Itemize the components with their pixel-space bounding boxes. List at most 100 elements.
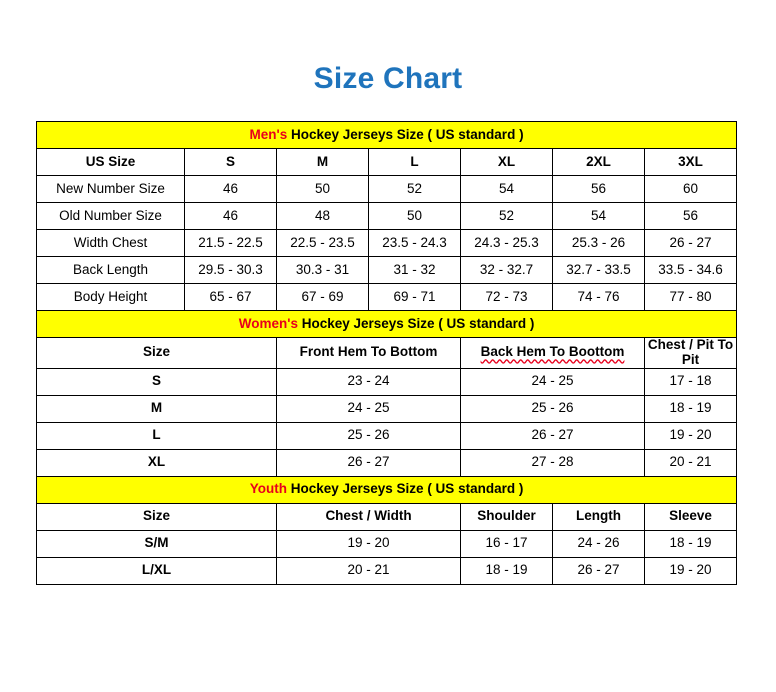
measurement-cell: 18 - 19 <box>460 556 553 585</box>
section-band-row: Men's Hockey Jerseys Size ( US standard … <box>35 121 738 149</box>
section-band-accent: Women's <box>238 315 298 331</box>
table-row: Old Number Size 46 48 50 52 54 56 <box>36 202 738 230</box>
measurement-cell: 52 <box>460 202 553 230</box>
measurement-cell: 17 - 18 <box>643 367 738 396</box>
column-header-cell: Shoulder <box>460 502 553 531</box>
row-label-cell: Old Number Size <box>36 202 185 230</box>
measurement-cell: 33.5 - 34.6 <box>643 256 738 284</box>
column-header-cell: 2XL <box>552 148 645 176</box>
table-row: M 24 - 25 25 - 26 18 - 19 <box>36 394 738 423</box>
measurement-cell: 50 <box>368 202 461 230</box>
measurement-cell: 25 - 26 <box>276 421 461 450</box>
measurement-cell: 23 - 24 <box>276 367 461 396</box>
measurement-cell: 25 - 26 <box>460 394 645 423</box>
column-header-row: US Size S M L XL 2XL 3XL <box>36 148 738 176</box>
measurement-cell: 23.5 - 24.3 <box>368 229 461 257</box>
table-row: S 23 - 24 24 - 25 17 - 18 <box>36 367 738 396</box>
measurement-cell: 46 <box>184 202 277 230</box>
table-row: Back Length 29.5 - 30.3 30.3 - 31 31 - 32 32… <box>36 256 738 284</box>
row-label-cell: Width Chest <box>36 229 185 257</box>
measurement-cell: 54 <box>460 175 553 203</box>
section-band-row: Women's Hockey Jerseys Size ( US standar… <box>35 310 738 338</box>
size-chart-container: Men's Hockey Jerseys Size ( US standard … <box>35 121 738 585</box>
page-title: Size Chart <box>313 62 463 95</box>
row-label-cell: S/M <box>36 529 277 558</box>
section-band-accent: Men's <box>249 126 288 142</box>
row-label-cell: M <box>36 394 277 423</box>
measurement-cell: 24 - 25 <box>460 367 645 396</box>
table-row: L 25 - 26 26 - 27 19 - 20 <box>36 421 738 450</box>
measurement-cell: 69 - 71 <box>368 283 461 311</box>
measurement-cell: 65 - 67 <box>184 283 277 311</box>
measurement-cell: 46 <box>184 175 277 203</box>
column-header-cell: XL <box>460 148 553 176</box>
measurement-cell: 20 - 21 <box>643 448 738 477</box>
size-chart-table: Men's Hockey Jerseys Size ( US standard … <box>35 121 738 585</box>
measurement-cell: 60 <box>643 175 738 203</box>
measurement-cell: 24.3 - 25.3 <box>460 229 553 257</box>
column-header-cell: Front Hem To Bottom <box>276 337 461 369</box>
table-row: Width Chest 21.5 - 22.5 22.5 - 23.5 23.5 - … <box>36 229 738 257</box>
measurement-cell: 56 <box>643 202 738 230</box>
table-row: Body Height 65 - 67 67 - 69 69 - 71 72 - 73 7… <box>36 283 738 311</box>
row-label-cell: Back Length <box>36 256 185 284</box>
measurement-cell: 54 <box>552 202 645 230</box>
section-band-title: Men's Hockey Jerseys Size ( US standard … <box>35 121 738 149</box>
measurement-cell: 21.5 - 22.5 <box>184 229 277 257</box>
column-header-cell: Size <box>36 337 277 369</box>
measurement-cell: 26 - 27 <box>643 229 738 257</box>
row-label-cell: XL <box>36 448 277 477</box>
measurement-cell: 19 - 20 <box>276 529 461 558</box>
column-header-cell: L <box>368 148 461 176</box>
table-row: XL 26 - 27 27 - 28 20 - 21 <box>36 448 738 477</box>
measurement-cell: 50 <box>276 175 369 203</box>
measurement-cell: 20 - 21 <box>276 556 461 585</box>
measurement-cell: 26 - 27 <box>552 556 645 585</box>
measurement-cell: 18 - 19 <box>643 394 738 423</box>
measurement-cell: 19 - 20 <box>643 421 738 450</box>
column-header-cell: Length <box>552 502 645 531</box>
row-label-cell: Body Height <box>36 283 185 311</box>
section-band-title: Youth Hockey Jerseys Size ( US standard … <box>35 475 738 504</box>
row-label-cell: S <box>36 367 277 396</box>
measurement-cell: 18 - 19 <box>643 529 738 558</box>
measurement-cell: 48 <box>276 202 369 230</box>
measurement-cell: 56 <box>552 175 645 203</box>
row-label-cell: L/XL <box>36 556 277 585</box>
measurement-cell: 22.5 - 23.5 <box>276 229 369 257</box>
measurement-cell: 32 - 32.7 <box>460 256 553 284</box>
measurement-cell: 24 - 25 <box>276 394 461 423</box>
column-header-row: Size Chest / Width Shoulder Length Sleeve <box>36 502 738 531</box>
table-row: L/XL 20 - 21 18 - 19 26 - 27 19 - 20 <box>36 556 738 585</box>
measurement-cell: 77 - 80 <box>643 283 738 311</box>
section-band-rest: Hockey Jerseys Size ( US standard ) <box>297 315 535 331</box>
measurement-cell: 25.3 - 26 <box>552 229 645 257</box>
column-header-cell: M <box>276 148 369 176</box>
size-chart-body: Men's Hockey Jerseys Size ( US standard … <box>35 121 738 585</box>
measurement-cell: 67 - 69 <box>276 283 369 311</box>
column-header-cell: S <box>184 148 277 176</box>
measurement-cell: 26 - 27 <box>460 421 645 450</box>
table-row: New Number Size 46 50 52 54 56 60 <box>36 175 738 203</box>
section-band-rest: Hockey Jerseys Size ( US standard ) <box>287 126 524 142</box>
measurement-cell: 24 - 26 <box>552 529 645 558</box>
section-band-row: Youth Hockey Jerseys Size ( US standard … <box>35 475 738 504</box>
column-header-row: Size Front Hem To Bottom Back Hem To Boott… <box>36 337 738 369</box>
measurement-cell: 32.7 - 33.5 <box>552 256 645 284</box>
measurement-cell: 30.3 - 31 <box>276 256 369 284</box>
misspelled-header-text: Back Hem To Boottom <box>480 344 625 360</box>
measurement-cell: 27 - 28 <box>460 448 645 477</box>
column-header-cell: US Size <box>36 148 185 176</box>
measurement-cell: 26 - 27 <box>276 448 461 477</box>
measurement-cell: 16 - 17 <box>460 529 553 558</box>
measurement-cell: 72 - 73 <box>460 283 553 311</box>
column-header-cell: Sleeve <box>643 502 738 531</box>
measurement-cell: 19 - 20 <box>643 556 738 585</box>
column-header-cell: Back Hem To Boottom <box>460 337 645 369</box>
section-band-rest: Hockey Jerseys Size ( US standard ) <box>286 481 524 497</box>
row-label-cell: New Number Size <box>36 175 185 203</box>
column-header-cell: Chest / Pit To Pit <box>643 337 738 369</box>
table-row: S/M 19 - 20 16 - 17 24 - 26 18 - 19 <box>36 529 738 558</box>
row-label-cell: L <box>36 421 277 450</box>
measurement-cell: 31 - 32 <box>368 256 461 284</box>
